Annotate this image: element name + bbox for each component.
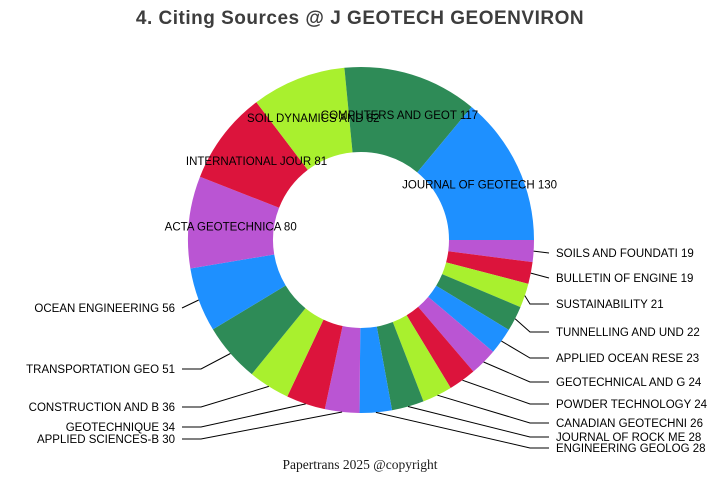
leader-line-construction-and-b [182,385,269,408]
donut-slice-journal-of-rock-me [376,322,424,411]
donut-slice-applied-ocean-rese [428,285,509,352]
leader-line-transportation-geo [182,353,231,370]
leader-line-soils-and-foundati [533,250,550,254]
leader-line-applied-sciences-b [182,411,343,440]
donut-slice-international-jour [199,102,308,208]
donut-slice-journal-of-geotech [417,106,534,240]
leader-line-bulletin-of-engine [530,272,550,279]
leader-line-geotechnical-and-g [483,361,549,383]
donut-slice-acta-geotechnica [188,176,280,269]
slice-label-computers-and-geot: COMPUTERS AND GEOT 117 [321,110,478,122]
slice-label-applied-sciences-b: APPLIED SCIENCES-B 30 [37,434,175,446]
footer-copyright: Papertrans 2025 @copyright [282,457,438,472]
slice-label-tunnelling-and-und: TUNNELLING AND UND 22 [556,327,700,339]
leader-line-geotechnique [182,403,306,428]
slice-label-international-jour: INTERNATIONAL JOUR 81 [186,156,327,168]
donut-slice-ocean-engineering [190,254,286,330]
slice-label-geotechnique: GEOTECHNIQUE 34 [66,422,176,434]
donut-slice-construction-and-b [251,308,324,397]
slice-label-sustainability: SUSTAINABILITY 21 [556,299,664,311]
leader-line-powder-technology [462,379,549,405]
slice-label-geotechnical-and-g: GEOTECHNICAL AND G 24 [556,377,702,389]
slice-label-transportation-geo: TRANSPORTATION GEO 51 [26,364,175,376]
donut-slice-bulletin-of-engine [446,251,533,284]
donut-slice-tunnelling-and-und [436,274,521,330]
slice-label-applied-ocean-rese: APPLIED OCEAN RESE 23 [556,353,699,365]
donut-slice-soils-and-foundati [448,240,534,263]
donut-slice-applied-sciences-b [324,326,361,413]
chart-title: 4. Citing Sources @ J GEOTECH GEOENVIRON [135,8,585,29]
donut-slice-engineering-geolog [359,326,393,413]
slice-label-powder-technology: POWDER TECHNOLOGY 24 [556,399,708,411]
slice-label-canadian-geotechni: CANADIAN GEOTECHNI 26 [556,418,703,430]
leader-line-tunnelling-and-und [514,318,549,333]
donut-slice-computers-and-geot [344,67,472,173]
slice-label-journal-of-geotech: JOURNAL OF GEOTECH 130 [402,179,557,191]
slice-label-soils-and-foundati: SOILS AND FOUNDATI 19 [556,248,694,260]
donut-slice-geotechnique [287,319,343,410]
donut-slice-transportation-geo [212,285,306,375]
slice-label-acta-geotechnica: ACTA GEOTECHNICA 80 [165,221,297,233]
leader-line-sustainability [524,295,549,305]
donut-slice-geotechnical-and-g [418,296,494,372]
leader-line-engineering-geolog [375,411,549,449]
leader-line-journal-of-rock-me [407,406,549,438]
donut-slice-powder-technology [406,306,474,388]
slice-label-construction-and-b: CONSTRUCTION AND B 36 [29,402,175,414]
donut-slice-soil-dynamics-and [256,67,353,170]
leader-line-applied-ocean-rese [501,340,549,359]
slice-label-soil-dynamics-and: SOIL DYNAMICS AND 82 [247,113,380,125]
slice-label-engineering-geolog: ENGINEERING GEOLOG 28 [556,443,706,455]
slice-label-ocean-engineering: OCEAN ENGINEERING 56 [34,303,175,315]
slice-label-bulletin-of-engine: BULLETIN OF ENGINE 19 [556,273,693,285]
leader-line-ocean-engineering [181,299,199,309]
leader-line-canadian-geotechni [437,394,549,424]
donut-slice-sustainability [442,262,529,308]
slice-label-journal-of-rock-me: JOURNAL OF ROCK ME 28 [556,432,701,444]
donut-slice-canadian-geotechni [392,315,451,402]
